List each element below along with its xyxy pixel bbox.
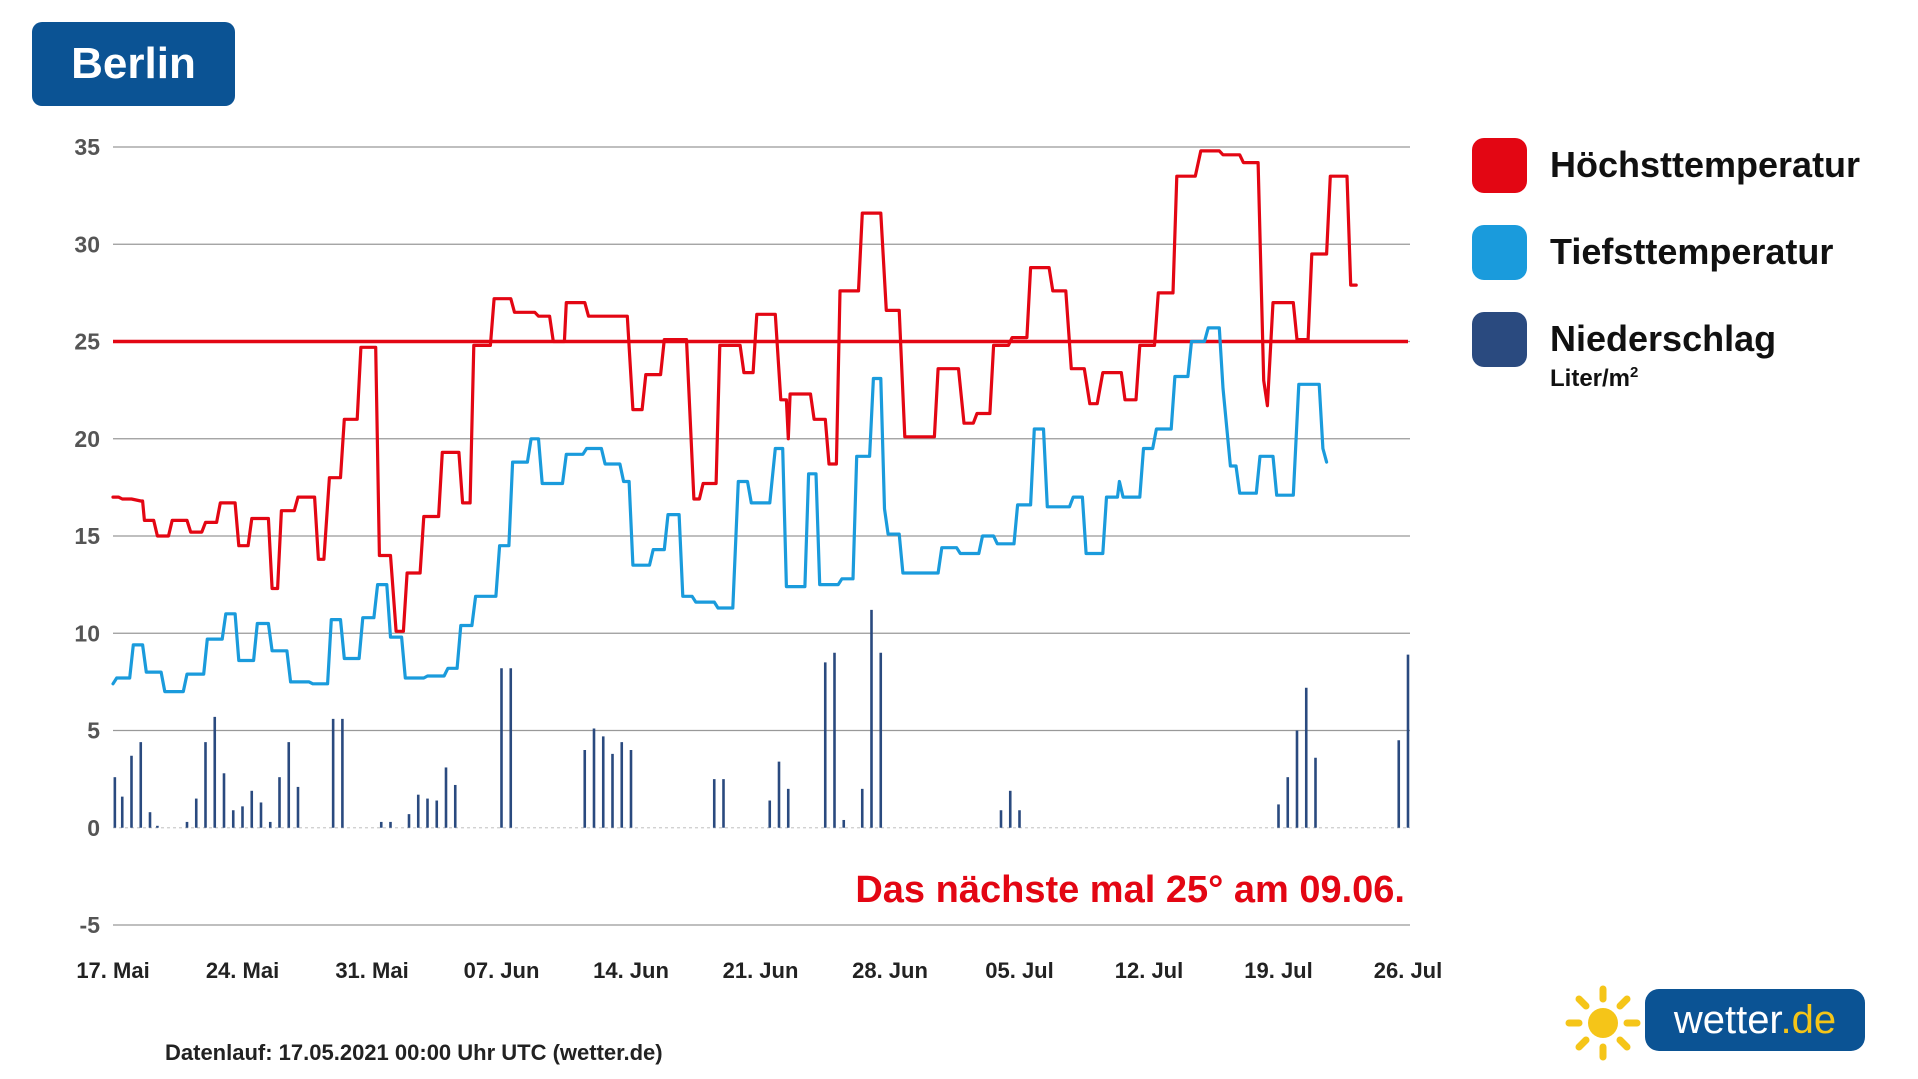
x-tick-label: 31. Mai: [335, 958, 408, 983]
x-tick-label: 26. Jul: [1374, 958, 1442, 983]
y-tick-label: 0: [87, 815, 100, 841]
y-tick-label: 15: [74, 523, 100, 549]
y-tick-label: 30: [74, 231, 100, 257]
legend-precip-unit: Liter/m2: [1550, 364, 1639, 392]
x-tick-label: 14. Jun: [593, 958, 669, 983]
y-tick-label: 20: [74, 426, 100, 452]
legend-label-max-temp: Höchsttemperatur: [1550, 144, 1861, 185]
legend-item-precip: Niederschlag Liter/m2: [1472, 312, 1892, 412]
brand-wordmark: wetter.de: [1645, 989, 1865, 1051]
data-run-footer: Datenlauf: 17.05.2021 00:00 Uhr UTC (wet…: [165, 1040, 663, 1065]
grid-layer: [113, 146, 1410, 926]
legend-item-min-temp: Tiefsttemperatur: [1472, 225, 1892, 285]
min-temp-line: [111, 326, 1329, 694]
x-tick-label: 28. Jun: [852, 958, 928, 983]
legend-swatch-min-temp: [1472, 225, 1527, 280]
x-tick-label: 12. Jul: [1115, 958, 1183, 983]
x-tick-label: 24. Mai: [206, 958, 279, 983]
legend-swatch-precip: [1472, 312, 1527, 367]
y-tick-label: 10: [74, 620, 100, 646]
sun-icon: [1565, 985, 1641, 1061]
temperature-chart: 35 30 25 20 15 10 5 0 -5 17. Mai 24. Mai 31. Mai 07…: [74, 134, 1442, 983]
x-tick-label: 19. Jul: [1244, 958, 1312, 983]
legend-label-min-temp: Tiefsttemperatur: [1550, 231, 1834, 272]
x-tick-label: 21. Jun: [723, 958, 799, 983]
x-axis-ticks: 17. Mai 24. Mai 31. Mai 07. Jun 14. Jun 21. J…: [76, 958, 1442, 983]
y-axis-ticks: 35 30 25 20 15 10 5 0 -5: [74, 134, 100, 938]
max-temp-line: [111, 149, 1358, 633]
precipitation-bars: [113, 609, 1410, 828]
legend-item-max-temp: Höchsttemperatur: [1472, 138, 1892, 198]
city-name: Berlin: [71, 39, 196, 88]
series-layer: [111, 149, 1358, 694]
y-tick-label: -5: [80, 912, 101, 938]
y-tick-label: 25: [74, 329, 100, 355]
wetter-logo[interactable]: wetter.de: [1565, 985, 1865, 1061]
x-tick-label: 05. Jul: [985, 958, 1053, 983]
city-badge: Berlin: [32, 22, 235, 106]
legend-swatch-max-temp: [1472, 138, 1527, 193]
y-tick-label: 5: [87, 718, 100, 744]
x-tick-label: 07. Jun: [464, 958, 540, 983]
x-tick-label: 17. Mai: [76, 958, 149, 983]
chart-annotation: Das nächste mal 25° am 09.06.: [855, 869, 1405, 911]
y-tick-label: 35: [74, 134, 100, 160]
legend-label-precip: Niederschlag: [1550, 318, 1777, 359]
